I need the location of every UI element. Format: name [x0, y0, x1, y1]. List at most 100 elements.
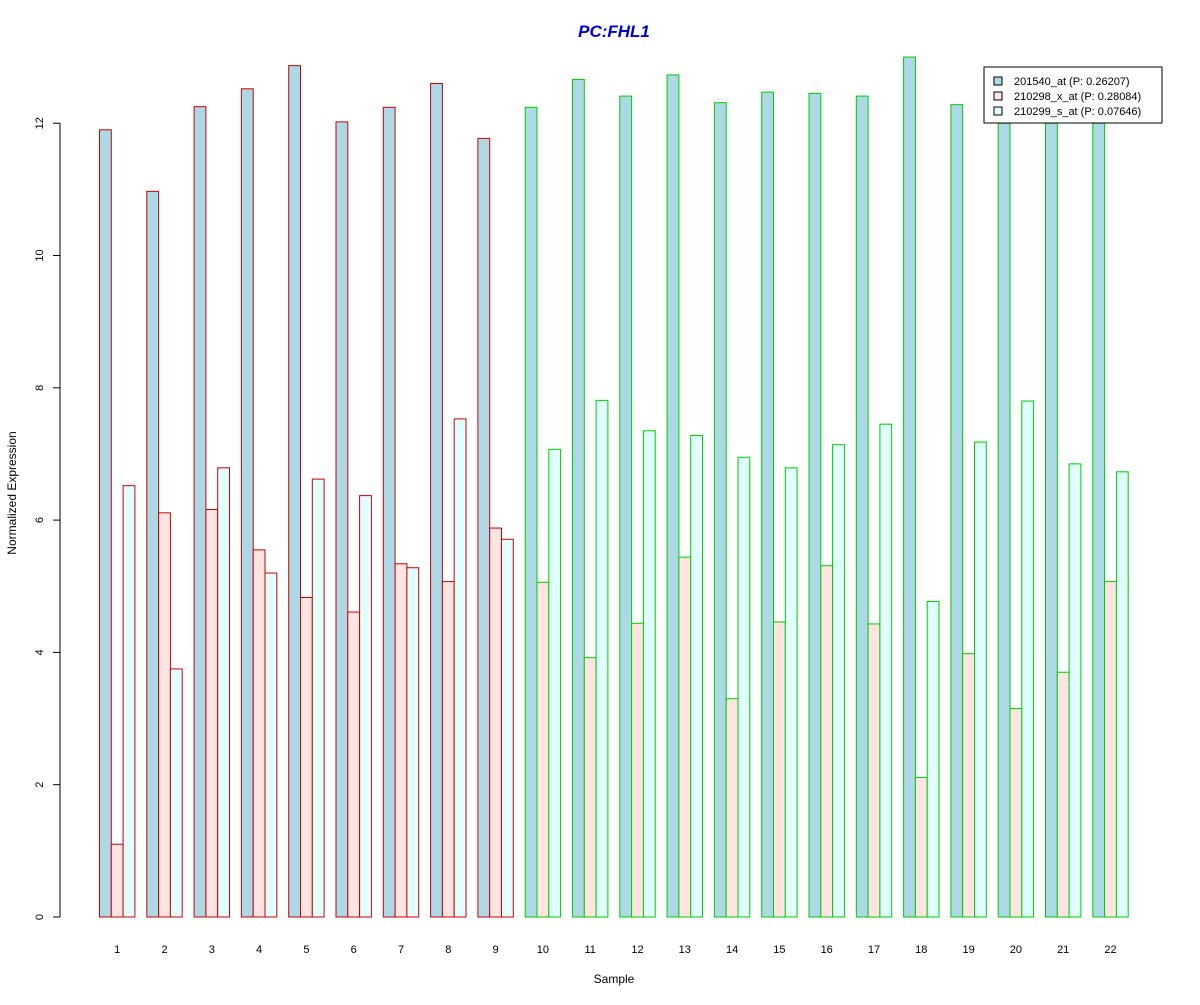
x-tick-label: 22 — [1104, 944, 1116, 956]
x-tick-label: 19 — [962, 944, 974, 956]
x-tick-label: 6 — [351, 944, 357, 956]
y-tick-label: 6 — [34, 517, 46, 523]
bar-sample-8-series-2 — [441, 581, 455, 918]
bar-sample-1-series-1 — [99, 129, 112, 918]
x-tick-label: 15 — [773, 944, 785, 956]
bar-sample-1-series-2 — [110, 843, 124, 918]
x-tick-label: 5 — [303, 944, 309, 956]
bar-sample-5-series-3 — [311, 478, 325, 918]
bar-sample-4-series-1 — [240, 88, 254, 918]
bar-sample-4-series-3 — [264, 572, 278, 918]
bar-sample-7-series-3 — [406, 567, 420, 918]
bar-sample-16-series-1 — [808, 92, 822, 918]
bar-sample-9-series-1 — [477, 137, 491, 918]
bar-sample-13-series-2 — [678, 556, 692, 918]
bar-sample-14-series-1 — [713, 102, 727, 918]
bar-sample-14-series-2 — [725, 698, 739, 918]
bar-sample-12-series-2 — [631, 622, 644, 918]
bar-sample-3-series-2 — [205, 509, 219, 918]
bar-sample-12-series-1 — [619, 95, 633, 918]
bar-sample-15-series-1 — [761, 91, 775, 918]
y-tick-label: 8 — [34, 385, 46, 391]
bar-sample-22-series-2 — [1104, 581, 1117, 918]
bar-sample-8-series-3 — [453, 418, 467, 918]
bar-sample-20-series-3 — [1021, 400, 1035, 918]
bar-sample-13-series-3 — [690, 434, 704, 918]
legend-swatch — [993, 76, 1003, 86]
bar-sample-6-series-1 — [335, 121, 349, 918]
x-tick-label: 9 — [493, 944, 499, 956]
bar-sample-16-series-3 — [832, 444, 845, 918]
x-tick-label: 12 — [631, 944, 643, 956]
bar-sample-18-series-3 — [926, 600, 940, 918]
legend-swatch — [993, 106, 1003, 116]
bar-sample-19-series-2 — [962, 653, 976, 918]
x-tick-label: 14 — [726, 944, 738, 956]
bar-sample-19-series-3 — [974, 441, 987, 918]
bar-sample-22-series-3 — [1115, 471, 1129, 918]
bar-sample-11-series-3 — [595, 399, 609, 918]
x-tick-label: 21 — [1057, 944, 1069, 956]
bar-sample-9-series-2 — [489, 527, 503, 918]
bar-sample-13-series-1 — [666, 74, 680, 918]
x-tick-label: 2 — [161, 944, 167, 956]
bar-sample-22-series-1 — [1092, 122, 1106, 918]
bar-sample-20-series-2 — [1009, 708, 1023, 918]
bar-sample-9-series-3 — [501, 538, 514, 918]
bar-sample-18-series-1 — [903, 56, 916, 918]
bar-sample-18-series-2 — [914, 776, 928, 918]
bar-sample-11-series-1 — [572, 79, 585, 918]
bar-sample-21-series-1 — [1045, 122, 1058, 918]
bar-sample-15-series-2 — [773, 621, 786, 918]
y-tick-label: 2 — [34, 782, 46, 788]
bar-sample-11-series-2 — [583, 657, 597, 918]
bar-sample-1-series-3 — [122, 485, 136, 918]
legend-entry: 210299_s_at (P: 0.07646) — [1014, 106, 1141, 118]
legend: 201540_at (P: 0.26207) 210298_x_at (P: 0.… — [983, 66, 1163, 124]
bar-sample-17-series-2 — [867, 623, 881, 918]
bar-sample-17-series-3 — [879, 423, 893, 918]
x-tick-label: 11 — [584, 944, 595, 956]
x-tick-label: 3 — [209, 944, 215, 956]
x-tick-label: 1 — [114, 944, 120, 956]
chart-title: PC:FHL1 — [578, 22, 650, 41]
bar-sample-21-series-2 — [1056, 671, 1070, 918]
bar-sample-2-series-2 — [158, 512, 171, 918]
x-tick-label: 18 — [915, 944, 927, 956]
bar-sample-12-series-3 — [642, 430, 656, 918]
bar-sample-19-series-1 — [950, 104, 964, 918]
y-tick-label: 10 — [34, 249, 46, 261]
bar-sample-4-series-2 — [252, 549, 266, 918]
bar-sample-7-series-2 — [394, 563, 408, 918]
legend-box — [983, 66, 1163, 124]
bars-layer — [99, 56, 1129, 918]
bar-sample-20-series-1 — [997, 122, 1011, 918]
bar-sample-21-series-3 — [1068, 463, 1082, 918]
bar-sample-10-series-1 — [524, 106, 538, 918]
bar-sample-3-series-3 — [217, 467, 230, 918]
x-tick-label: 16 — [821, 944, 833, 956]
bar-sample-6-series-3 — [359, 495, 372, 918]
y-axis-label: Normalized Expression — [5, 431, 19, 554]
y-axis: 0 2 4 6 8 10 12 — [34, 117, 61, 920]
x-tick-label: 13 — [679, 944, 691, 956]
legend-entry: 210298_x_at (P: 0.28084) — [1014, 91, 1141, 103]
x-tick-label: 7 — [398, 944, 404, 956]
bar-sample-10-series-2 — [536, 581, 550, 918]
x-tick-label: 17 — [868, 944, 880, 956]
x-tick-label: 20 — [1010, 944, 1022, 956]
x-axis-label: Sample — [594, 972, 635, 986]
y-tick-label: 0 — [34, 914, 46, 920]
bar-sample-10-series-3 — [548, 448, 562, 918]
legend-entry: 201540_at (P: 0.26207) — [1014, 76, 1130, 88]
bar-sample-2-series-1 — [146, 190, 160, 918]
bar-sample-2-series-3 — [169, 668, 183, 918]
legend-swatch — [993, 91, 1003, 101]
bar-sample-14-series-3 — [737, 456, 751, 918]
bar-sample-15-series-3 — [784, 467, 798, 918]
bar-sample-16-series-2 — [820, 565, 834, 918]
bar-sample-5-series-2 — [300, 597, 313, 918]
x-tick-label: 8 — [445, 944, 451, 956]
